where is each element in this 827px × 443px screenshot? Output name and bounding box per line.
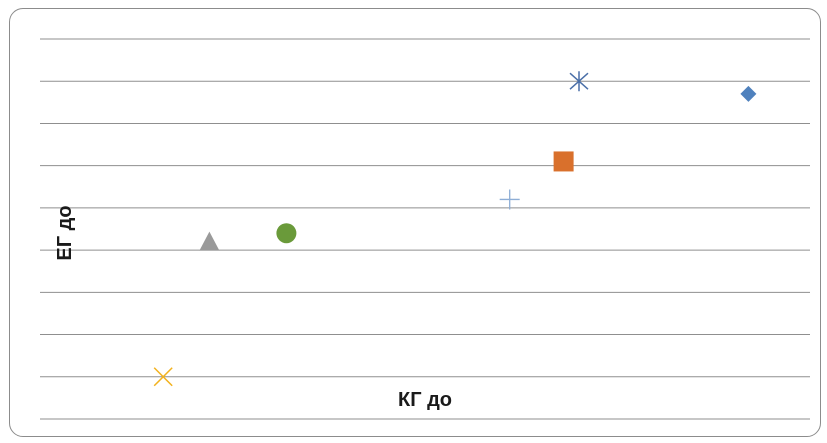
chart-frame xyxy=(9,8,821,437)
y-axis-title: ЕГ до xyxy=(54,205,76,260)
x-axis-title: КГ до xyxy=(398,389,452,411)
data-point-x xyxy=(153,367,173,387)
data-points xyxy=(153,71,757,387)
data-point-diamond xyxy=(740,85,757,102)
data-point-square xyxy=(553,151,574,172)
data-point-circle xyxy=(276,223,297,244)
data-point-plus xyxy=(499,189,520,210)
data-point-star xyxy=(569,71,589,92)
gridlines xyxy=(40,38,810,420)
data-point-triangle xyxy=(199,231,220,251)
